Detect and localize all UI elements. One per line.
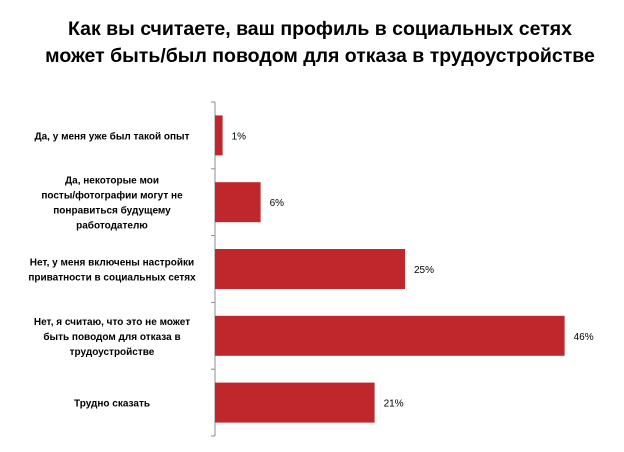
category-label-line: посты/фотографии могут не xyxy=(41,190,183,202)
category-label: Трудно сказать xyxy=(74,399,150,410)
category-label-line: Да, некоторые мои xyxy=(65,176,159,187)
value-labels: 1% 6% 25% 46% 21% xyxy=(232,131,594,409)
value-label: 25% xyxy=(414,265,434,276)
axis-ticks xyxy=(211,101,215,437)
category-label-line: понравиться будущему xyxy=(53,205,171,217)
value-label: 46% xyxy=(574,332,594,343)
category-label-line: Трудно сказать xyxy=(74,399,150,410)
value-label: 6% xyxy=(270,198,285,209)
bar xyxy=(215,182,261,223)
category-label-line: быть поводом для отказа в xyxy=(43,331,180,343)
bar xyxy=(215,249,405,289)
category-label: Да, некоторые мои посты/фотографии могут … xyxy=(41,176,183,232)
bar xyxy=(215,115,223,156)
category-label-line: работодателю xyxy=(76,220,148,232)
category-label: Нет, я считаю, что это не может быть пово… xyxy=(34,317,190,358)
bar xyxy=(215,315,565,356)
category-label-line: приватности в социальных сетях xyxy=(28,273,196,284)
bar xyxy=(215,382,375,423)
category-label-line: Нет, у меня включены настройки xyxy=(30,258,194,269)
category-label-line: трудоустройстве xyxy=(70,347,155,358)
category-label: Нет, у меня включены настройки приватност… xyxy=(28,258,196,284)
chart-title: Как вы считаете, ваш профиль в социальны… xyxy=(45,18,595,67)
category-label: Да, у меня уже был такой опыт xyxy=(35,130,190,142)
value-label: 1% xyxy=(232,131,247,142)
category-label-line: Да, у меня уже был такой опыт xyxy=(35,130,190,142)
category-labels: Да, у меня уже был такой опыт Да, некотор… xyxy=(28,130,196,409)
category-label-line: Нет, я считаю, что это не может xyxy=(34,317,190,328)
value-label: 21% xyxy=(384,399,404,410)
bars xyxy=(215,115,565,423)
